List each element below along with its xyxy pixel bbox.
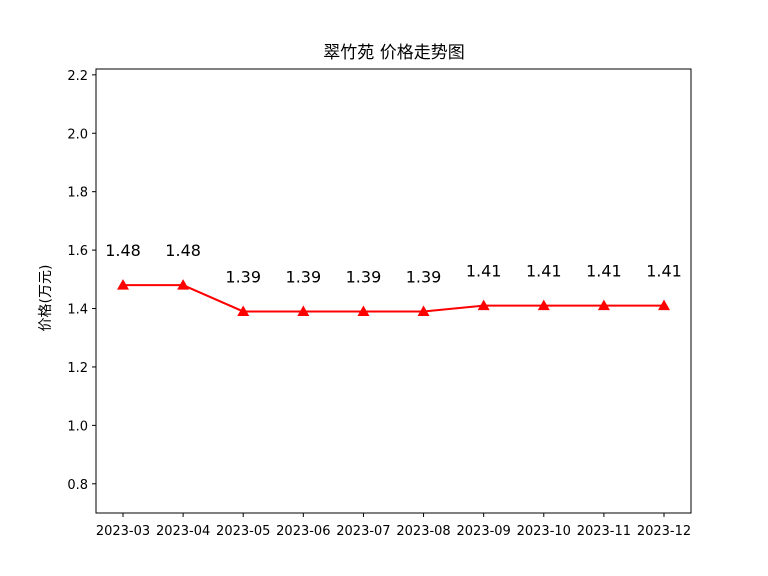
data-point bbox=[297, 305, 310, 316]
data-point bbox=[417, 305, 430, 316]
data-labels: 1.48 1.48 1.39 1.39 1.39 1.39 1.41 1.41 1.41 1.41 bbox=[105, 241, 682, 286]
x-tick-label: 2023-11 bbox=[577, 524, 631, 539]
x-tick-label: 2023-10 bbox=[517, 524, 571, 539]
data-label: 1.39 bbox=[346, 267, 382, 286]
y-tick-label: 1.6 bbox=[67, 244, 88, 259]
x-tick-label: 2023-12 bbox=[637, 524, 691, 539]
data-label: 1.39 bbox=[225, 267, 261, 286]
data-point bbox=[177, 279, 190, 290]
data-label: 1.39 bbox=[406, 267, 442, 286]
y-tick-label: 1.0 bbox=[67, 419, 88, 434]
chart-title: 翠竹苑 价格走势图 bbox=[323, 43, 464, 63]
y-tick-label: 2.2 bbox=[67, 69, 88, 84]
series-layer bbox=[117, 279, 670, 316]
plot-frame bbox=[95, 68, 692, 514]
data-label: 1.48 bbox=[165, 241, 201, 260]
data-label: 1.48 bbox=[105, 241, 141, 260]
series-line bbox=[123, 284, 664, 313]
data-point bbox=[597, 299, 610, 311]
data-point bbox=[477, 299, 490, 311]
data-point bbox=[357, 305, 370, 316]
x-tick-label: 2023-08 bbox=[396, 524, 450, 539]
data-label: 1.39 bbox=[286, 267, 322, 286]
data-label: 1.41 bbox=[466, 262, 502, 281]
data-point bbox=[237, 305, 250, 316]
y-tick-label: 2.0 bbox=[67, 127, 88, 142]
x-tick-label: 2023-04 bbox=[156, 524, 210, 539]
x-tick-label: 2023-05 bbox=[216, 524, 270, 539]
x-tick-label: 2023-07 bbox=[336, 524, 390, 539]
data-point bbox=[117, 279, 129, 290]
y-axis-label: 价格(万元) bbox=[38, 265, 54, 332]
x-tick-label: 2023-06 bbox=[276, 524, 330, 539]
x-tick-label: 2023-03 bbox=[96, 524, 150, 539]
y-tick-label: 0.8 bbox=[67, 478, 88, 493]
y-tick-label: 1.2 bbox=[67, 361, 88, 376]
data-label: 1.41 bbox=[526, 262, 562, 281]
data-point bbox=[658, 299, 670, 311]
y-tick-label: 1.4 bbox=[67, 303, 88, 318]
x-axis: 2023-03 2023-04 2023-05 2023-06 2023-07 2023-… bbox=[96, 513, 691, 539]
y-axis: 0.8 1.0 1.2 1.4 1.6 1.8 2.0 2.2 bbox=[67, 69, 96, 493]
data-label: 1.41 bbox=[646, 262, 682, 281]
data-point bbox=[537, 299, 550, 311]
data-label: 1.41 bbox=[586, 262, 622, 281]
x-tick-label: 2023-09 bbox=[457, 524, 511, 539]
y-tick-label: 1.8 bbox=[67, 186, 88, 201]
